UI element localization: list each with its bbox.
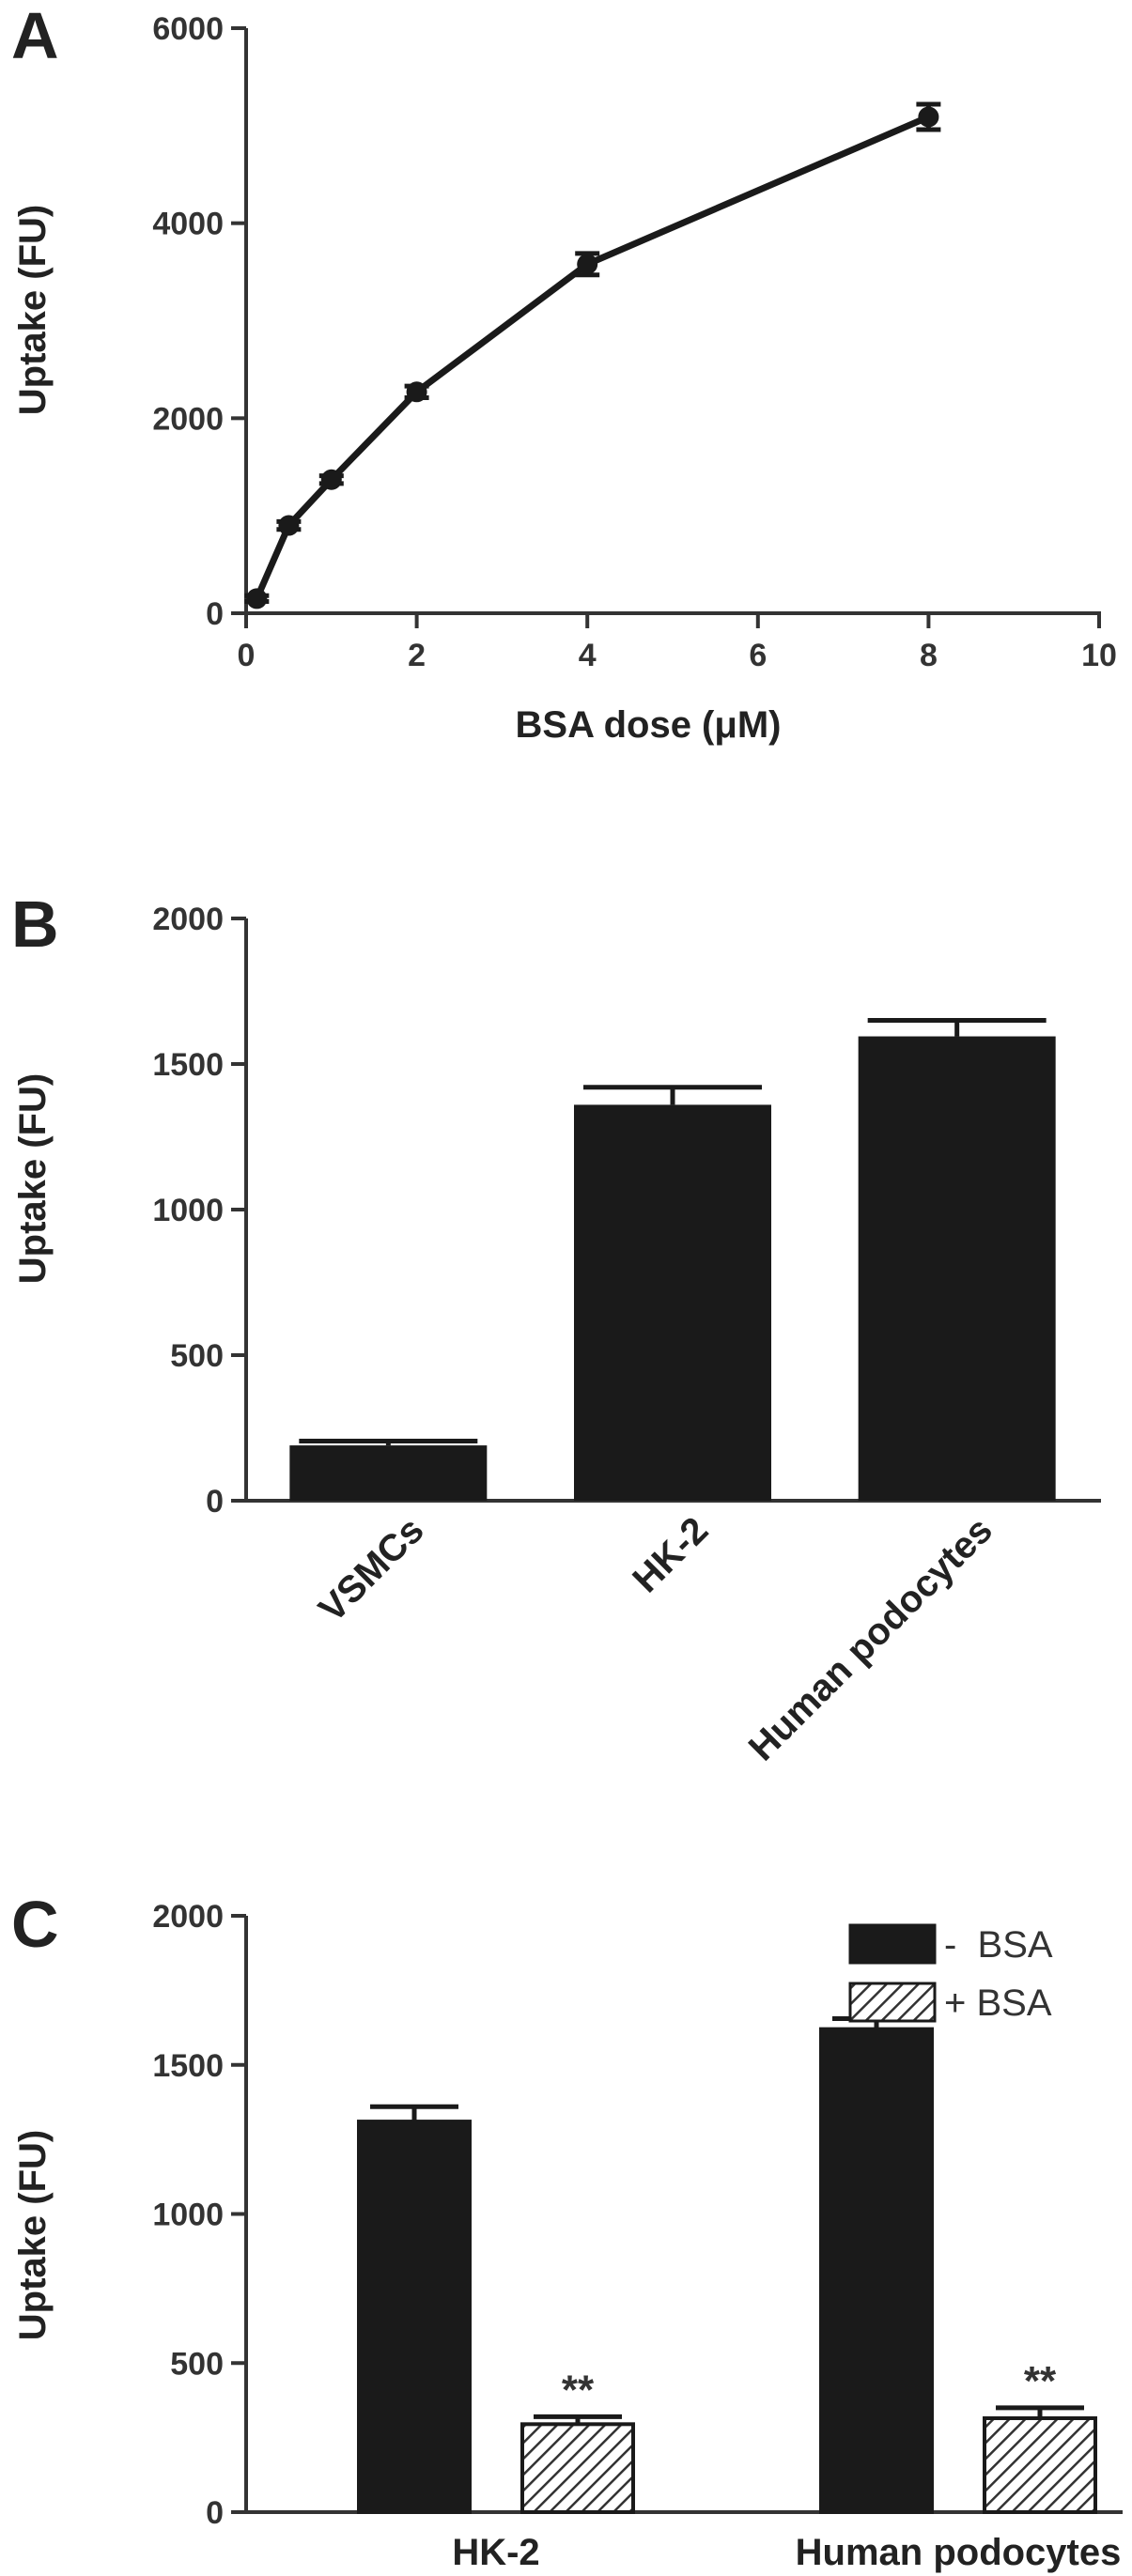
panel-a-y-tick-label: 6000 xyxy=(152,11,224,47)
panel-c-y-tick-label: 500 xyxy=(170,2346,224,2382)
panel-c-y-tick-label: 1500 xyxy=(152,2048,224,2084)
panel-c-y-tick-label: 1000 xyxy=(152,2198,224,2233)
panel-b-y-tick-label: 1500 xyxy=(152,1047,224,1083)
panel-c-legend-swatch-2 xyxy=(848,1982,937,2023)
panel-b-bar xyxy=(289,1445,488,1501)
panel-c-bar-series-1 xyxy=(357,2120,472,2514)
panel-b-y-axis-title: Uptake (FU) xyxy=(12,1073,54,1284)
panel-c-legend-label: - BSA xyxy=(944,1924,1053,1966)
panel-b-y-tick-label: 1000 xyxy=(152,1193,224,1228)
panel-a-data-point xyxy=(278,515,300,536)
panel-c-y-axis-title: Uptake (FU) xyxy=(12,2130,54,2340)
panel-a-y-tick-label: 4000 xyxy=(152,207,224,242)
panel-b-y-tick-label: 0 xyxy=(206,1484,224,1519)
panel-a-y-tick-label: 0 xyxy=(206,596,224,632)
panel-a-data-point xyxy=(246,588,268,609)
panel-b-bar xyxy=(574,1104,771,1501)
panel-b-y-tick-label: 500 xyxy=(170,1338,224,1374)
panel-c-y-tick-label: 2000 xyxy=(152,1899,224,1935)
panel-b-bar xyxy=(858,1036,1056,1501)
panel-b-category-label: HK-2 xyxy=(625,1509,716,1600)
panel-a-data-point xyxy=(918,106,939,128)
panel-b-letter: B xyxy=(11,887,59,961)
panel-c-significance-marker: ** xyxy=(1024,2358,1057,2404)
panel-c-bar-series-1 xyxy=(819,2027,934,2514)
panel-c-significance-marker: ** xyxy=(562,2367,595,2413)
panel-a-x-axis-title: BSA dose (μM) xyxy=(516,704,782,746)
panel-c-bsa-competition-bar-chart: C Uptake (FU) 0 500 1000 1500 2000 ** HK-2 ** Hu… xyxy=(11,1888,1123,2573)
panel-c-legend-label: + BSA xyxy=(944,1982,1052,2024)
panel-a-letter: A xyxy=(11,0,59,72)
panel-c-category-label: Human podocytes xyxy=(796,2532,1122,2573)
panel-c-letter: C xyxy=(11,1888,59,1961)
panel-c-bar-series-2 xyxy=(983,2415,1097,2515)
panel-a-data-point xyxy=(577,254,598,275)
panel-b-category-label: Human podocytes xyxy=(741,1509,1000,1768)
panel-c-y-tick-label: 0 xyxy=(206,2495,224,2531)
panel-a-data-point xyxy=(406,381,427,403)
panel-a-y-tick-label: 2000 xyxy=(152,401,224,437)
panel-c-category-label: HK-2 xyxy=(452,2532,539,2573)
panel-b-cell-type-bar-chart: B Uptake (FU) 0 500 1000 1500 2000 VSMCs HK-2 H… xyxy=(11,887,1101,1769)
panel-a-series-line xyxy=(254,114,930,600)
panel-a-x-tick-label: 10 xyxy=(1081,638,1117,673)
panel-a-x-tick-label: 2 xyxy=(408,638,426,673)
panel-a-dose-response-chart: A Uptake (FU) BSA dose (μM) 0 2000 4000 600… xyxy=(11,0,1117,746)
panel-b-y-tick-label: 2000 xyxy=(152,902,224,937)
panel-a-x-tick-label: 8 xyxy=(920,638,938,673)
panel-b-category-label: VSMCs xyxy=(311,1509,432,1630)
panel-c-bar-series-2 xyxy=(520,2422,635,2514)
panel-a-x-tick-label: 0 xyxy=(238,638,256,673)
panel-a-data-point xyxy=(320,469,342,490)
panel-a-y-axis-title: Uptake (FU) xyxy=(12,205,54,415)
panel-a-x-tick-label: 6 xyxy=(749,638,767,673)
panel-c-legend-swatch-1 xyxy=(848,1923,937,1965)
panel-a-x-tick-label: 4 xyxy=(579,638,597,673)
